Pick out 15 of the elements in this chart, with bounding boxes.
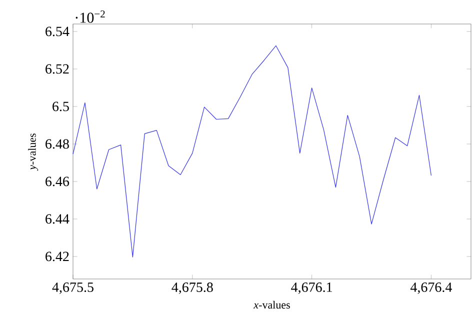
x-tick-label: 4,676.4 — [410, 282, 452, 294]
y-tick-label: 6.48 — [46, 139, 69, 149]
y-tick-label: 6.54 — [46, 26, 70, 36]
y-tick-label: 6.44 — [46, 214, 70, 224]
x-tick-label: 4,676.1 — [291, 282, 332, 294]
y-tick-label: 6.46 — [46, 176, 70, 186]
y-axis-title: y-values — [28, 134, 38, 171]
y-tick-label: 6.52 — [46, 64, 69, 74]
x-tick-label: 4,675.8 — [172, 282, 213, 294]
y-tick-label: 6.42 — [46, 252, 69, 262]
x-axis-title: x-values — [254, 300, 290, 309]
text: ·10$^{−2}$ — [76, 10, 105, 23]
y-tick-label: 6.5 — [52, 102, 69, 112]
x-tick-label: 4,675.5 — [52, 282, 94, 294]
line-series — [72, 45, 432, 258]
